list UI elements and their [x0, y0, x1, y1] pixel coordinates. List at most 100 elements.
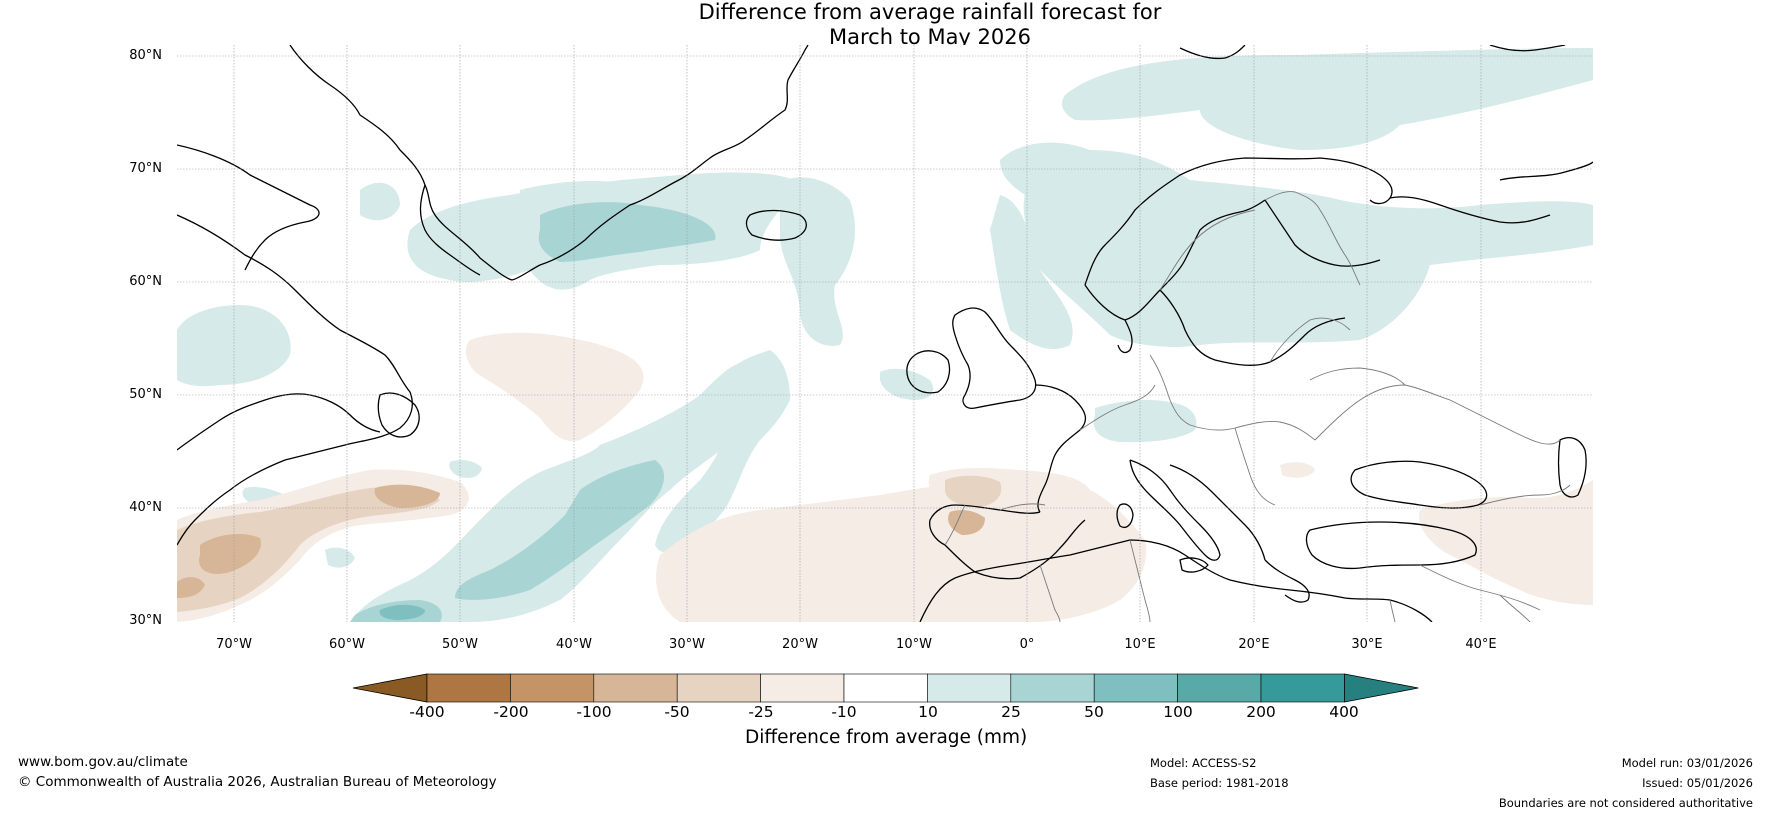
border-north-africa-a	[1129, 539, 1151, 622]
footer-copyright: © Commonwealth of Australia 2026, Austra…	[18, 774, 497, 790]
border-russia-south	[1449, 399, 1561, 445]
lon-label-40w: 40°W	[556, 637, 592, 652]
coastline-finland	[1264, 199, 1381, 267]
anomaly-region-strong-dry-b	[199, 534, 261, 575]
border-finland-russia	[1319, 209, 1361, 286]
anomaly-region-bay-of-biscay	[880, 368, 934, 400]
coastline-greece	[1264, 559, 1310, 603]
lon-label-50w: 50°W	[442, 637, 478, 652]
coastline-denmark	[1117, 319, 1133, 354]
lon-label-0: 0°	[1019, 637, 1035, 652]
gridlines	[177, 45, 1593, 622]
colorbar-tick-label: -50	[664, 703, 690, 721]
coastline-turkey	[1305, 521, 1477, 570]
lat-label-60n: 60°N	[129, 274, 162, 289]
lat-label-40n: 40°N	[129, 500, 162, 515]
anomaly-region-midatlantic-north	[730, 364, 786, 455]
coastline-caspian	[1557, 437, 1587, 498]
lon-label-20e: 20°E	[1238, 637, 1270, 652]
anomaly-region-scandinavia	[1000, 142, 1593, 347]
lat-label-80n: 80°N	[129, 48, 162, 63]
lon-label-30e: 30°E	[1351, 637, 1383, 652]
coastline-ireland	[906, 350, 951, 394]
colorbar-extend-low	[352, 673, 428, 703]
anomaly-region-iceland	[780, 177, 855, 346]
anomaly-region-labrador-north	[360, 182, 400, 221]
colorbar-swatch	[676, 673, 761, 703]
coastline-greenland-west	[419, 184, 481, 276]
footer-model: Model: ACCESS-S2	[1150, 756, 1257, 770]
border-france-germany	[1079, 384, 1156, 431]
coastline-black-sea	[1350, 460, 1488, 509]
colorbar	[352, 673, 1419, 703]
anomaly-region-west-central-atlantic	[350, 364, 780, 622]
coastline-iceland	[745, 209, 807, 241]
border-egypt-libya	[1389, 599, 1396, 622]
lon-label-30w: 30°W	[669, 637, 705, 652]
coastline-newfoundland	[377, 392, 420, 438]
anomaly-region-azores-west	[325, 547, 355, 568]
colorbar-swatch	[1177, 673, 1262, 703]
border-germany-poland	[1149, 354, 1191, 426]
colorbar-swatch	[1010, 673, 1095, 703]
colorbar-tick-label: 100	[1163, 703, 1193, 721]
anomaly-region-dry-north-atlantic	[465, 332, 644, 441]
anomaly-region-dry-middle-east	[1419, 480, 1593, 605]
colorbar-tick-label: -200	[493, 703, 529, 721]
coastline-sicily	[1179, 557, 1209, 573]
border-north-africa-b	[1039, 564, 1061, 622]
coastline-kola	[1389, 196, 1551, 224]
colorbar-tick-label: 50	[1084, 703, 1104, 721]
colorbar-tick-label: 200	[1246, 703, 1276, 721]
colorbar-tick-label: -400	[409, 703, 445, 721]
colorbar-swatch	[1260, 673, 1345, 703]
footer-disclaimer: Boundaries are not considered authoritat…	[1498, 796, 1753, 810]
border-sweden-finland	[1264, 191, 1321, 211]
coastline-greenland	[289, 45, 809, 281]
colorbar-extend-high	[1344, 673, 1419, 703]
footer-model-run: Model run: 03/01/2026	[1621, 756, 1753, 770]
above-average-shading	[177, 48, 1593, 622]
border-norway-sweden	[1159, 209, 1256, 291]
footer-issued: Issued: 05/01/2026	[1642, 776, 1753, 790]
anomaly-region-dry-balkans	[1280, 462, 1315, 478]
anomaly-region-north-sea	[990, 195, 1073, 350]
anomaly-region-strong-atlantic	[455, 460, 665, 600]
lon-label-40e: 40°E	[1465, 637, 1497, 652]
coastline-italy	[1129, 459, 1221, 561]
border-belarus	[1309, 367, 1406, 386]
coastline-hudson	[177, 393, 381, 451]
below-average-shading-strong	[177, 484, 985, 598]
colorbar-tick-label: 10	[918, 703, 938, 721]
anomaly-region-norwegian-sea	[1023, 143, 1060, 215]
colorbar-swatch	[593, 673, 678, 703]
lon-label-10e: 10°E	[1124, 637, 1156, 652]
colorbar-swatch	[1093, 673, 1178, 703]
anomaly-region-nova-scotia	[449, 460, 482, 478]
colorbar-swatch	[760, 673, 845, 703]
lat-label-30n: 30°N	[129, 613, 162, 628]
coastline-great-britain	[952, 307, 1037, 409]
anomaly-region-strong-dry-c	[177, 577, 205, 598]
colorbar-tick-label: -25	[748, 703, 774, 721]
coastline-labrador	[177, 214, 413, 546]
border-france-spain	[999, 503, 1046, 511]
coastline-norway	[1084, 157, 1393, 286]
colorbar-swatch	[843, 673, 928, 703]
colorbar-title: Difference from average (mm)	[745, 727, 1028, 748]
footer-website: www.bom.gov.au/climate	[18, 754, 188, 770]
lat-label-50n: 50°N	[129, 387, 162, 402]
title-line-1: Difference from average rainfall forecas…	[698, 0, 1162, 24]
colorbar-swatch	[426, 673, 511, 703]
coastline-russia-north	[1499, 161, 1593, 181]
coastline-novaya	[1489, 45, 1566, 52]
border-central-europe	[1189, 421, 1316, 441]
anomaly-region-strong-greenland	[538, 202, 716, 262]
border-ukraine	[1314, 384, 1451, 441]
coastline-france	[1034, 384, 1087, 513]
border-middle-east	[1419, 564, 1541, 611]
colorbar-swatch	[927, 673, 1012, 703]
below-average-shading	[177, 332, 1593, 622]
lat-label-70n: 70°N	[129, 161, 162, 176]
